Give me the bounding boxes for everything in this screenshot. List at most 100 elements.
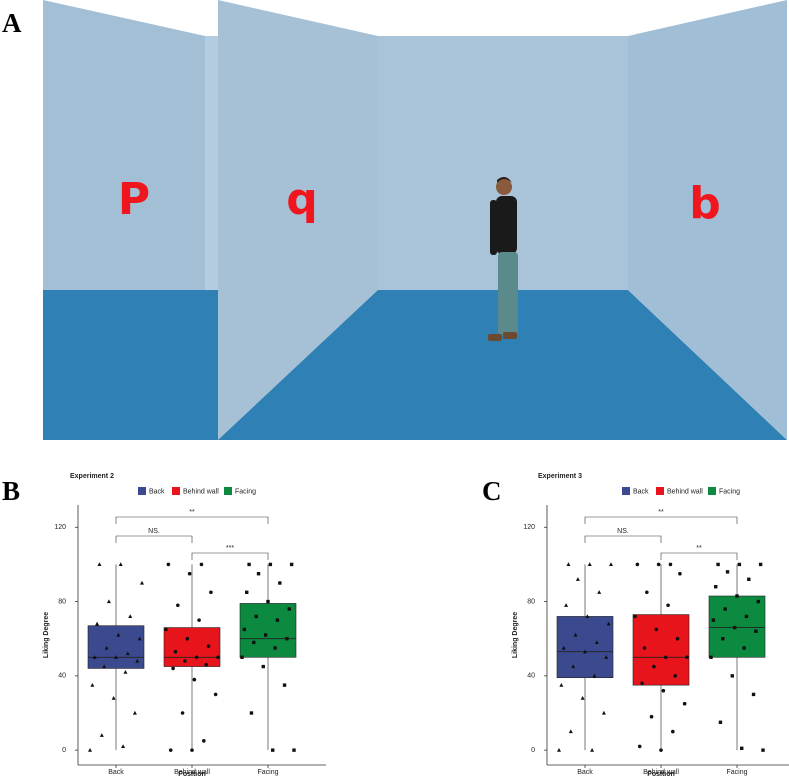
point (597, 590, 602, 594)
legend-swatch (172, 487, 180, 495)
box (163, 627, 221, 667)
point (249, 711, 254, 715)
point (289, 562, 294, 567)
significance-label: NS. (617, 528, 629, 535)
point (718, 720, 723, 724)
point (571, 664, 576, 669)
point (685, 655, 689, 660)
chart-title: Experiment 3 (538, 473, 582, 480)
significance-bracket (115, 516, 269, 524)
y-tick-label: 80 (58, 598, 66, 605)
point (97, 562, 102, 567)
point (247, 562, 251, 567)
legend-swatch (622, 487, 630, 495)
right-wall (628, 0, 787, 440)
point (187, 571, 192, 576)
point (240, 655, 244, 659)
point (190, 748, 194, 752)
point (678, 571, 682, 576)
point (709, 655, 713, 659)
legend-label: Back (149, 488, 165, 495)
point (171, 666, 175, 671)
box (708, 595, 766, 658)
person (488, 177, 518, 341)
legend-label: Facing (235, 488, 256, 495)
point (737, 562, 742, 567)
point (104, 645, 109, 650)
significance-label: *** (226, 545, 234, 552)
point (671, 729, 675, 734)
box (556, 616, 614, 679)
point (730, 674, 734, 678)
y-tick-label: 0 (62, 747, 66, 754)
point (601, 710, 606, 715)
point (254, 614, 258, 619)
point (164, 627, 168, 632)
x-tick-label: Behind wall (174, 769, 210, 776)
point (580, 695, 585, 700)
point (583, 649, 587, 654)
box (632, 614, 690, 686)
wall-letter: b (689, 178, 721, 229)
x-axis-label: Position (647, 771, 675, 778)
point (123, 669, 128, 674)
significance-bracket (115, 535, 193, 543)
legend-label: Behind wall (667, 488, 703, 495)
point (197, 618, 201, 622)
box (87, 625, 145, 669)
point (287, 607, 291, 611)
point (590, 747, 595, 752)
point (721, 637, 725, 641)
legend-label: Back (633, 488, 649, 495)
point (204, 662, 208, 667)
legend-swatch (708, 487, 716, 495)
point (252, 640, 256, 645)
point (649, 714, 654, 719)
point (663, 655, 668, 660)
wall-letter: q (286, 174, 318, 225)
y-tick-label: 40 (527, 673, 535, 680)
point (642, 646, 647, 650)
point (116, 632, 121, 637)
point (725, 570, 730, 574)
point (140, 580, 144, 585)
legend-label: Facing (719, 488, 740, 495)
legend-swatch (138, 487, 146, 495)
point (166, 562, 171, 567)
point (263, 633, 268, 637)
y-axis-label: Liking Degree (512, 612, 519, 658)
significance-bracket (584, 535, 662, 543)
point (176, 603, 180, 608)
point (245, 590, 249, 594)
point (282, 683, 287, 687)
point (592, 673, 597, 678)
point (633, 614, 637, 619)
point (575, 577, 580, 581)
significance-bracket (191, 552, 269, 560)
x-tick-label: Back (577, 769, 593, 776)
point (640, 681, 644, 686)
point (137, 636, 142, 641)
point (735, 594, 739, 598)
point (135, 658, 140, 663)
point (273, 646, 277, 650)
point (111, 695, 116, 700)
significance-bracket (660, 552, 738, 560)
y-axis-label: Liking Degree (43, 612, 50, 658)
point (606, 621, 611, 626)
box (239, 603, 297, 658)
point (194, 655, 199, 660)
point (758, 562, 763, 567)
point (744, 614, 749, 619)
point (88, 747, 92, 752)
point (199, 562, 204, 567)
panel-label: A (2, 8, 22, 38)
middle-wall (218, 0, 378, 440)
point (183, 659, 187, 663)
left-floor (43, 290, 218, 440)
point (292, 748, 296, 752)
left-wall (43, 0, 218, 290)
point (559, 682, 564, 687)
panel-label: C (482, 476, 502, 506)
point (557, 747, 561, 752)
